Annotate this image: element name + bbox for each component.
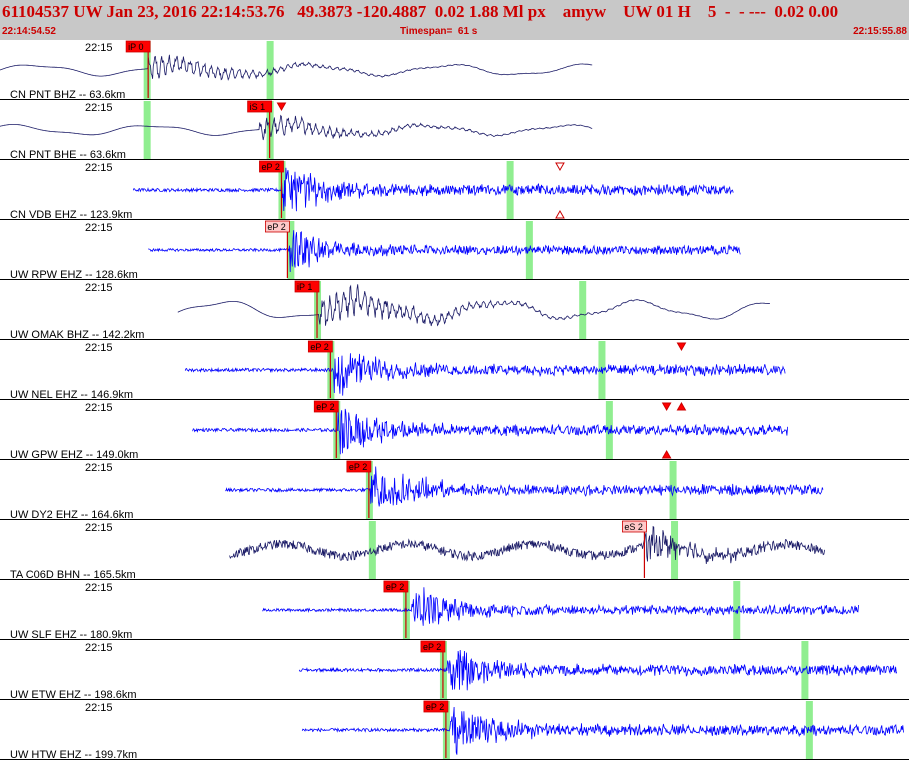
time-tick-label: 22:15 [85,102,113,114]
header-bar: 61104537 UW Jan 23, 2016 22:14:53.76 49.… [0,0,909,40]
pick-box [313,400,339,413]
time-tick-label: 22:15 [85,162,113,174]
pick-arrow [661,402,672,412]
waveform-trace [192,408,788,455]
time-tick-label: 22:15 [85,342,113,354]
pick-label: iP 0 [128,42,143,52]
time-tick-label: 22:15 [85,282,113,294]
pick-arrow [555,209,565,219]
pick-box [125,40,151,53]
waveform-trace [229,525,825,565]
pick-label: eP 2 [261,162,279,172]
pick-label: iS 1 [250,102,266,112]
green-marker [266,41,274,99]
pick-box [264,220,290,233]
seismogram-panel[interactable]: iP 0 22:15 CN PNT BHZ -- 63.6km iS 1 22:15 CN… [0,40,909,761]
waveform-trace [184,353,786,396]
pick-label: eS 2 [624,522,643,532]
time-tick-label: 22:15 [85,462,113,474]
pick-label: eP 2 [310,342,328,352]
pick-box [307,340,333,353]
station-label: CN VDB EHZ -- 123.9km [10,209,132,221]
pick-box [259,160,284,173]
green-marker [143,101,151,159]
pick-label: eP 2 [386,582,404,592]
green-marker [506,161,514,219]
waveform-trace [148,230,741,273]
timespan-label: Timespan= 61 s [400,26,478,37]
station-label: UW DY2 EHZ -- 164.6km [10,509,133,521]
time-tick-label: 22:15 [85,522,113,534]
pick-box [383,580,409,593]
end-time: 22:15:55.88 [853,26,907,37]
time-tick-label: 22:15 [85,402,113,414]
waveform-trace [132,167,734,212]
waveform-trace [177,284,770,327]
pick-label: eP 2 [423,642,441,652]
event-title: 61104537 UW Jan 23, 2016 22:14:53.76 49.… [2,2,839,21]
green-marker [801,641,809,699]
waveform-trace [298,649,898,691]
time-tick-label: 22:15 [85,42,113,54]
pick-arrow [661,449,672,459]
pick-arrow [676,342,687,352]
station-label: UW SLF EHZ -- 180.9km [10,629,132,641]
green-marker [669,461,677,519]
pick-label: eP 2 [349,462,367,472]
waveform-trace [262,587,859,626]
station-label: UW ETW EHZ -- 198.6km [10,689,137,701]
station-label: UW GPW EHZ -- 149.0km [10,449,138,461]
time-tick-label: 22:15 [85,222,113,234]
station-label: CN PNT BHE -- 63.6km [10,149,126,161]
waveform-trace [0,114,593,141]
green-marker [579,281,587,339]
pick-box [294,280,320,293]
time-tick-label: 22:15 [85,582,113,594]
green-marker [143,41,151,99]
pick-box [346,460,372,473]
station-label: UW NEL EHZ -- 146.9km [10,389,133,401]
start-time: 22:14:54.52 [2,26,56,37]
green-marker [368,521,376,579]
pick-arrow [555,162,565,172]
pick-label: iP 1 [297,282,312,292]
waveform-trace [301,706,904,755]
pick-label: eP 2 [316,402,334,412]
pick-arrow [676,401,687,411]
pick-box [420,640,446,653]
station-label: CN PNT BHZ -- 63.6km [10,89,125,101]
pick-label: eP 2 [426,702,444,712]
station-label: TA C06D BHN -- 165.5km [10,569,136,581]
time-tick-label: 22:15 [85,642,113,654]
waveform-trace [0,54,593,81]
pick-label: eP 2 [267,222,285,232]
time-tick-label: 22:15 [85,702,113,714]
pick-box [247,100,273,113]
waveform-trace [225,466,824,507]
pick-box [622,520,647,533]
pick-arrow [276,102,287,112]
station-label: UW OMAK BHZ -- 142.2km [10,329,144,341]
pick-box [423,700,449,713]
station-label: UW RPW EHZ -- 128.6km [10,269,138,281]
station-label: UW HTW EHZ -- 199.7km [10,749,137,760]
